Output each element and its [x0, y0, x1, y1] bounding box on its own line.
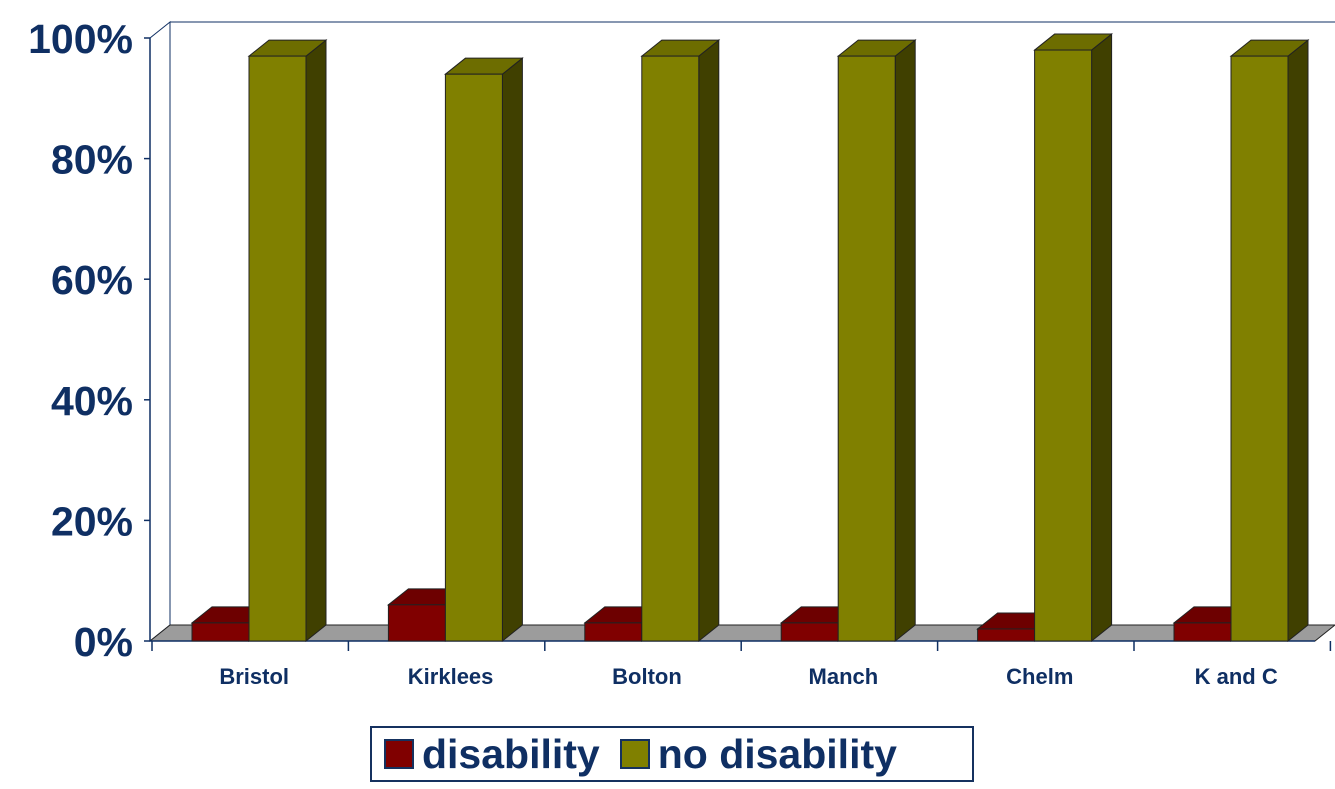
legend-swatch-no-disability	[619, 739, 650, 769]
chart-floor	[148, 624, 1335, 642]
bar-disability	[977, 628, 1036, 642]
bar-side-no-disability	[894, 39, 916, 643]
bar-no-disability	[248, 55, 307, 642]
y-tick-label: 0%	[74, 619, 133, 665]
bar-disability	[1173, 622, 1232, 642]
bar-side-no-disability	[501, 57, 523, 643]
bar-side-no-disability	[1091, 33, 1113, 643]
x-tick-label: Bolton	[612, 664, 682, 689]
y-tick-label: 40%	[51, 378, 133, 424]
bar-disability	[387, 604, 446, 642]
bar-no-disability	[1034, 49, 1093, 642]
bar-no-disability	[444, 73, 503, 642]
chart-legend: disability no disability	[370, 726, 974, 782]
x-tick-label: Kirklees	[408, 664, 494, 689]
legend-item-no-disability: no disability	[619, 730, 897, 777]
side-wall	[149, 20, 171, 643]
y-tick-label: 60%	[51, 257, 133, 303]
y-tick-label: 100%	[28, 16, 133, 62]
y-tick-label: 80%	[51, 137, 133, 183]
bar-no-disability	[837, 55, 896, 642]
x-tick-label: Chelm	[1006, 664, 1073, 689]
bar-side-no-disability	[698, 39, 720, 643]
bar-disability	[584, 622, 643, 642]
bar-disability	[780, 622, 839, 642]
y-tick-label: 20%	[51, 498, 133, 544]
x-tick-label: Manch	[809, 664, 879, 689]
legend-item-disability: disability	[384, 730, 600, 777]
bar-side-no-disability	[305, 39, 327, 643]
legend-swatch-disability	[384, 739, 414, 769]
x-tick-label: K and C	[1195, 664, 1278, 689]
legend-label-no-disability: no disability	[657, 730, 897, 777]
x-tick-label: Bristol	[219, 664, 289, 689]
bar-side-no-disability	[1287, 39, 1309, 643]
bar-no-disability	[641, 55, 700, 642]
bar-disability	[191, 622, 250, 642]
legend-label-disability: disability	[422, 730, 600, 777]
bar-no-disability	[1230, 55, 1289, 642]
